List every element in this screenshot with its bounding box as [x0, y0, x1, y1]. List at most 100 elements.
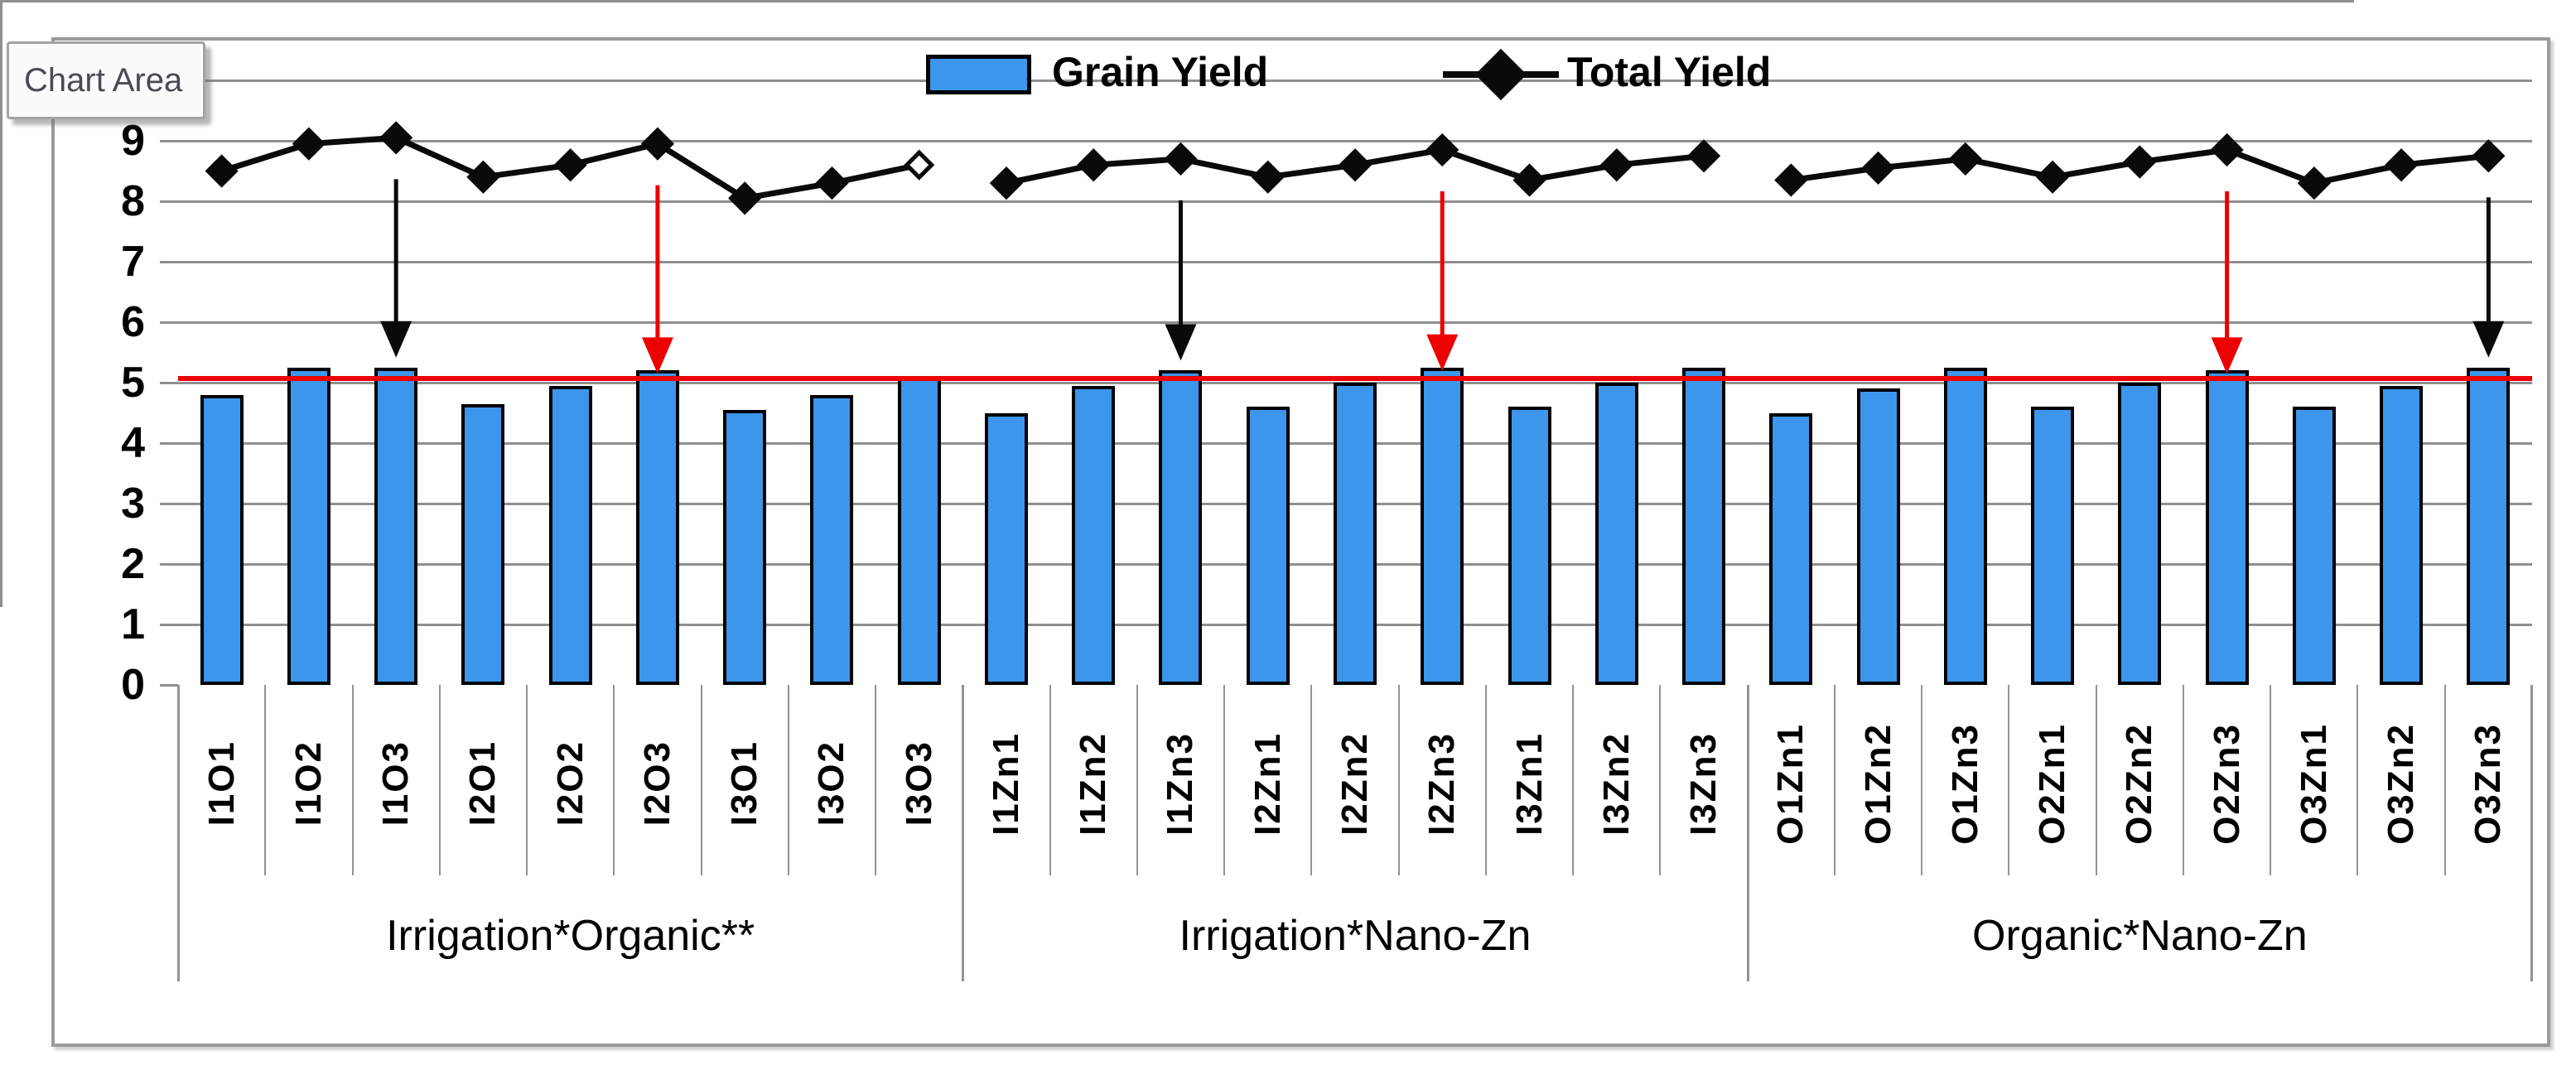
x-label-O1Zn2[interactable]: O1Zn2 — [1857, 690, 1900, 877]
group-boundary — [177, 685, 180, 981]
group-label-irrigation-nano-zn[interactable]: Irrigation*Nano-Zn — [1179, 912, 1532, 960]
legend-grain-swatch[interactable] — [926, 55, 1031, 94]
category-separator — [1833, 685, 1836, 875]
grain-bar-I2Zn1[interactable] — [1246, 407, 1290, 685]
x-label-I1Zn2[interactable]: I1Zn2 — [1072, 690, 1115, 877]
x-label-I2Zn3[interactable]: I2Zn3 — [1421, 690, 1464, 877]
x-label-O3Zn1[interactable]: O3Zn1 — [2293, 690, 2336, 877]
x-label-text: I2O1 — [462, 740, 504, 827]
y-axis-label-3[interactable]: 3 — [121, 480, 145, 528]
x-label-text: O3Zn3 — [2467, 722, 2509, 845]
x-label-O3Zn3[interactable]: O3Zn3 — [2467, 690, 2510, 877]
x-label-text: O3Zn1 — [2293, 722, 2334, 845]
x-label-text: I3O1 — [724, 740, 765, 827]
x-label-text: O1Zn2 — [1857, 722, 1898, 845]
group-label-organic-nano-zn[interactable]: Organic*Nano-Zn — [1972, 912, 2308, 960]
grain-bar-O2Zn2[interactable] — [2118, 383, 2162, 685]
grain-bar-I3O3[interactable] — [897, 376, 941, 685]
grain-bar-O3Zn3[interactable] — [2467, 367, 2511, 685]
x-label-text: I3Zn3 — [1683, 731, 1725, 836]
x-label-I2Zn1[interactable]: I2Zn1 — [1247, 690, 1290, 877]
grain-bar-O3Zn1[interactable] — [2292, 407, 2336, 685]
gridline-9 — [178, 140, 2532, 142]
y-axis-label-6[interactable]: 6 — [121, 298, 145, 346]
x-label-I3O3[interactable]: I3O3 — [898, 690, 941, 877]
x-axis-line — [0, 0, 2354, 2]
x-label-I3O1[interactable]: I3O1 — [723, 690, 766, 877]
x-label-O1Zn1[interactable]: O1Zn1 — [1769, 690, 1812, 877]
grain-bar-I2Zn2[interactable] — [1334, 383, 1377, 685]
grain-bar-I3Zn3[interactable] — [1682, 367, 1726, 685]
grain-bar-I3O2[interactable] — [810, 394, 854, 685]
x-label-I2O3[interactable]: I2O3 — [636, 690, 679, 877]
grain-bar-I1Zn2[interactable] — [1072, 385, 1116, 685]
group-boundary — [962, 685, 965, 981]
y-axis-label-0[interactable]: 0 — [121, 661, 145, 709]
x-label-I1Zn3[interactable]: I1Zn3 — [1159, 690, 1202, 877]
grain-bar-I1O2[interactable] — [287, 367, 330, 685]
x-label-I1O2[interactable]: I1O2 — [287, 690, 330, 877]
y-tick-5 — [160, 382, 178, 384]
grain-bar-I3Zn1[interactable] — [1507, 407, 1551, 685]
y-tick-2 — [160, 563, 178, 566]
category-separator — [351, 685, 354, 875]
y-axis-label-4[interactable]: 4 — [121, 419, 145, 467]
y-axis-label-7[interactable]: 7 — [121, 238, 145, 286]
x-label-O3Zn2[interactable]: O3Zn2 — [2380, 690, 2423, 877]
x-label-text: I3Zn1 — [1508, 731, 1550, 836]
x-label-text: O2Zn2 — [2119, 722, 2160, 845]
x-label-O1Zn3[interactable]: O1Zn3 — [1944, 690, 1987, 877]
x-label-I2O2[interactable]: I2O2 — [549, 690, 592, 877]
x-label-text: O2Zn3 — [2206, 722, 2247, 845]
y-tick-7 — [160, 261, 178, 263]
x-label-I3Zn3[interactable]: I3Zn3 — [1682, 690, 1725, 877]
y-tick-3 — [160, 503, 178, 505]
x-label-I2Zn2[interactable]: I2Zn2 — [1334, 690, 1377, 877]
y-axis-line — [0, 2, 2, 607]
reference-line[interactable] — [178, 375, 2532, 381]
grain-bar-I3Zn2[interactable] — [1594, 383, 1638, 685]
group-label-irrigation-organic-[interactable]: Irrigation*Organic** — [386, 912, 755, 960]
x-label-I3Zn2[interactable]: I3Zn2 — [1595, 690, 1638, 877]
y-tick-8 — [160, 200, 178, 203]
category-separator — [2357, 685, 2359, 875]
grain-bar-I1O3[interactable] — [374, 367, 418, 685]
category-separator — [875, 685, 877, 875]
x-label-O2Zn3[interactable]: O2Zn3 — [2206, 690, 2249, 877]
x-label-O2Zn1[interactable]: O2Zn1 — [2031, 690, 2074, 877]
grain-bar-O1Zn1[interactable] — [1769, 412, 1813, 685]
x-label-I1O3[interactable]: I1O3 — [374, 690, 417, 877]
y-axis-label-2[interactable]: 2 — [121, 540, 145, 588]
grain-bar-O2Zn3[interactable] — [2205, 370, 2249, 685]
grain-bar-I1O1[interactable] — [200, 394, 244, 685]
grain-bar-I2O3[interactable] — [635, 370, 679, 685]
y-tick-6 — [160, 321, 178, 324]
legend-total-label[interactable]: Total Yield — [1567, 49, 1772, 95]
y-axis-label-8[interactable]: 8 — [121, 177, 145, 225]
grain-bar-O1Zn2[interactable] — [1856, 388, 1900, 685]
y-axis-label-9[interactable]: 9 — [121, 117, 145, 165]
grain-bar-I2O1[interactable] — [461, 403, 505, 685]
grain-bar-I3O1[interactable] — [723, 409, 767, 685]
grain-bar-O2Zn1[interactable] — [2031, 407, 2075, 685]
grain-bar-I2Zn3[interactable] — [1421, 367, 1464, 685]
x-label-O2Zn2[interactable]: O2Zn2 — [2118, 690, 2161, 877]
y-axis-label-1[interactable]: 1 — [121, 600, 145, 648]
category-separator — [526, 685, 528, 875]
gridline-6 — [178, 321, 2532, 324]
x-label-I3O2[interactable]: I3O2 — [810, 690, 853, 877]
legend-grain-label[interactable]: Grain Yield — [1052, 49, 1269, 95]
grain-bar-I1Zn3[interactable] — [1159, 370, 1203, 685]
x-label-I2O1[interactable]: I2O1 — [461, 690, 504, 877]
group-boundary — [1746, 685, 1749, 981]
x-label-I1Zn1[interactable]: I1Zn1 — [985, 690, 1028, 877]
grain-bar-I2O2[interactable] — [548, 385, 592, 685]
x-label-text: I2O3 — [636, 740, 678, 827]
grain-bar-O3Zn2[interactable] — [2380, 385, 2424, 685]
grain-bar-O1Zn3[interactable] — [1943, 367, 1987, 685]
grain-bar-I1Zn1[interactable] — [984, 412, 1028, 685]
x-label-I1O1[interactable]: I1O1 — [200, 690, 244, 877]
x-label-I3Zn1[interactable]: I3Zn1 — [1508, 690, 1551, 877]
y-axis-label-5[interactable]: 5 — [121, 359, 145, 407]
